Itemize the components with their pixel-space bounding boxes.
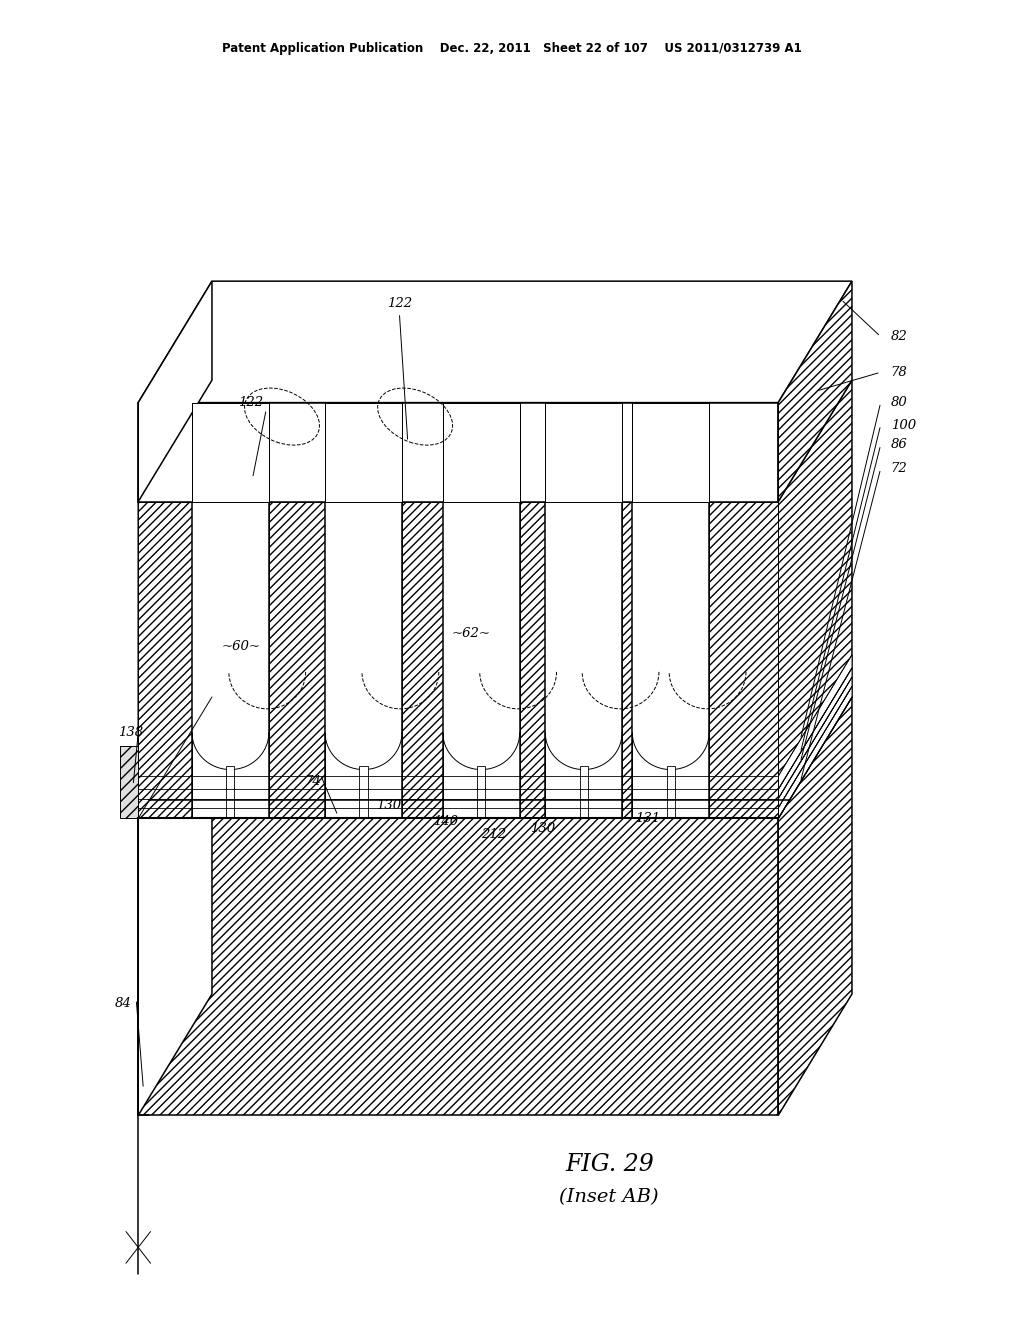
Polygon shape <box>667 766 675 818</box>
Polygon shape <box>545 502 622 818</box>
Polygon shape <box>778 668 852 799</box>
Polygon shape <box>138 808 778 818</box>
Text: ~62~: ~62~ <box>452 627 490 640</box>
Polygon shape <box>401 502 442 818</box>
Polygon shape <box>359 766 368 818</box>
Text: 86: 86 <box>891 438 907 451</box>
Text: 138: 138 <box>119 726 143 739</box>
Text: 80: 80 <box>891 396 907 409</box>
Text: Patent Application Publication    Dec. 22, 2011   Sheet 22 of 107    US 2011/031: Patent Application Publication Dec. 22, … <box>222 42 802 55</box>
Polygon shape <box>138 697 852 818</box>
Text: 130: 130 <box>377 799 401 812</box>
Text: (Inset AB): (Inset AB) <box>559 1188 659 1206</box>
Polygon shape <box>193 502 268 818</box>
Polygon shape <box>778 697 852 1115</box>
Polygon shape <box>193 403 268 502</box>
Text: 78: 78 <box>891 366 907 379</box>
Polygon shape <box>622 502 633 818</box>
Polygon shape <box>778 677 852 808</box>
Polygon shape <box>138 697 212 1115</box>
Polygon shape <box>138 502 193 818</box>
Polygon shape <box>442 403 519 502</box>
Polygon shape <box>633 403 709 502</box>
Polygon shape <box>138 789 778 799</box>
Text: 130: 130 <box>530 822 555 836</box>
Text: 84: 84 <box>115 997 131 1010</box>
Polygon shape <box>545 403 622 502</box>
Polygon shape <box>633 502 709 818</box>
Polygon shape <box>138 776 778 789</box>
Polygon shape <box>778 686 852 818</box>
Polygon shape <box>138 380 212 818</box>
Text: ~60~: ~60~ <box>221 640 260 653</box>
Polygon shape <box>326 403 401 502</box>
Text: FIG. 29: FIG. 29 <box>565 1152 653 1176</box>
Polygon shape <box>138 818 778 1115</box>
Text: 122: 122 <box>387 297 412 310</box>
Text: 212: 212 <box>481 828 506 841</box>
Polygon shape <box>326 502 401 818</box>
Polygon shape <box>580 766 588 818</box>
Polygon shape <box>778 281 852 502</box>
Text: 82: 82 <box>891 330 907 343</box>
Polygon shape <box>138 281 852 403</box>
Polygon shape <box>138 799 778 808</box>
Text: 140: 140 <box>433 814 458 828</box>
Polygon shape <box>268 502 326 818</box>
Polygon shape <box>442 502 519 818</box>
Polygon shape <box>226 766 234 818</box>
Polygon shape <box>138 403 778 502</box>
Polygon shape <box>120 746 138 818</box>
Polygon shape <box>709 502 778 818</box>
Text: 100: 100 <box>891 418 916 432</box>
Polygon shape <box>477 766 485 818</box>
Polygon shape <box>778 380 852 818</box>
Polygon shape <box>519 502 545 818</box>
Polygon shape <box>138 380 852 502</box>
Text: 122: 122 <box>239 396 263 409</box>
Text: 74: 74 <box>304 775 321 788</box>
Polygon shape <box>138 281 212 502</box>
Polygon shape <box>778 655 852 789</box>
Text: 131: 131 <box>635 812 659 825</box>
Text: 72: 72 <box>891 462 907 475</box>
